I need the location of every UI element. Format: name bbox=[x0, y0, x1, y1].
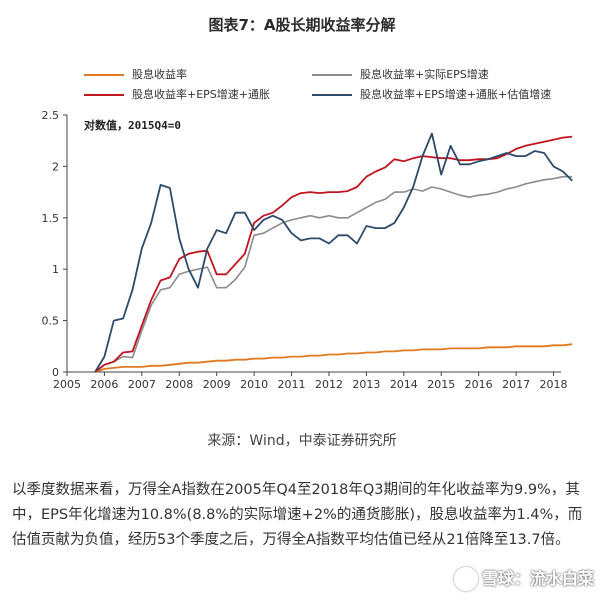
dividend-yield-line bbox=[94, 343, 573, 373]
snowball-logo-icon bbox=[453, 567, 478, 591]
x-tick-label: 2014 bbox=[390, 378, 418, 391]
legend-item-valuation: 股息收益率+EPS增速+通胀+估值增速 bbox=[312, 86, 551, 102]
legend-label: 股息收益率 bbox=[132, 68, 187, 81]
x-tick-label: 2005 bbox=[53, 378, 81, 391]
watermark-text: 雪球：流水白菜 bbox=[481, 568, 594, 588]
legend-item-real-eps: 股息收益率+实际EPS增速 bbox=[312, 66, 489, 82]
y-tick-label: 2.5 bbox=[42, 109, 60, 122]
y-tick-label: 1.5 bbox=[42, 212, 60, 225]
y-tick-label: 1 bbox=[52, 263, 59, 276]
line-chart: 0 0.5 1 1.5 2 2.5 2005 2006 2007 2008 2009 2010 2011… bbox=[42, 109, 573, 391]
y-tick-label: 2 bbox=[52, 160, 59, 173]
x-tick-label: 2010 bbox=[240, 378, 268, 391]
y-tick-label: 0 bbox=[52, 366, 59, 379]
x-tick-label: 2016 bbox=[465, 378, 493, 391]
real-eps-line bbox=[94, 175, 573, 373]
legend-label: 股息收益率+实际EPS增速 bbox=[360, 68, 489, 81]
x-tick-label: 2017 bbox=[502, 378, 530, 391]
chart-annotation: 对数值，2015Q4=0 bbox=[84, 119, 181, 132]
legend-swatch bbox=[312, 94, 352, 96]
body-paragraph: 以季度数据来看，万得全A指数在2005年Q4至2018年Q3期间的年化收益率为9… bbox=[12, 482, 583, 548]
y-tick-label: 0.5 bbox=[42, 315, 60, 328]
x-tick-label: 2006 bbox=[90, 378, 118, 391]
chart-legend: 股息收益率 股息收益率+实际EPS增速 股息收益率+EPS增速+通胀 股息收益率… bbox=[0, 0, 604, 110]
x-tick-label: 2007 bbox=[128, 378, 156, 391]
legend-label: 股息收益率+EPS增速+通胀 bbox=[132, 88, 270, 101]
legend-swatch bbox=[84, 74, 124, 76]
source-caption: 来源：Wind，中泰证券研究所 bbox=[207, 433, 397, 449]
x-tick-label: 2011 bbox=[278, 378, 306, 391]
legend-swatch bbox=[312, 74, 352, 76]
x-tick-label: 2013 bbox=[352, 378, 380, 391]
chart-title: 图表7：A股长期收益率分解 bbox=[208, 16, 396, 34]
eps-inflation-line bbox=[94, 135, 573, 373]
x-tick-label: 2009 bbox=[203, 378, 231, 391]
legend-item-dividend: 股息收益率 bbox=[84, 66, 187, 82]
x-tick-label: 2015 bbox=[427, 378, 455, 391]
x-tick-label: 2018 bbox=[540, 378, 568, 391]
watermark: 雪球：流水白菜 bbox=[453, 565, 594, 591]
valuation-line bbox=[94, 132, 573, 373]
legend-label: 股息收益率+EPS增速+通胀+估值增速 bbox=[360, 88, 552, 101]
x-tick-label: 2012 bbox=[315, 378, 343, 391]
x-tick-label: 2008 bbox=[165, 378, 193, 391]
legend-swatch bbox=[84, 94, 124, 96]
legend-item-eps-inflation: 股息收益率+EPS增速+通胀 bbox=[84, 86, 270, 102]
